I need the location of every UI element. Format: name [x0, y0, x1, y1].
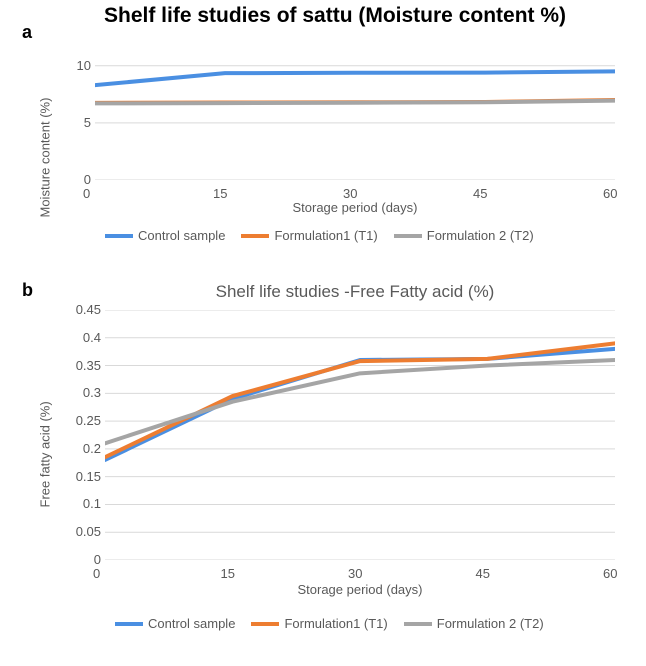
- legend-swatch: [404, 622, 432, 626]
- y-tick-label: 5: [84, 115, 91, 130]
- y-axis-label-a: Moisture content (%): [38, 78, 53, 218]
- legend-label: Formulation1 (T1): [284, 616, 387, 631]
- y-tick-label: 0.15: [76, 469, 101, 484]
- x-tick-label: 15: [221, 566, 235, 581]
- legend-swatch: [115, 622, 143, 626]
- legend-b: Control sample Formulation1 (T1) Formulati…: [115, 616, 544, 631]
- x-tick-label: 60: [603, 566, 617, 581]
- legend-item: Control sample: [115, 616, 235, 631]
- y-tick-label: 0: [94, 552, 101, 567]
- y-tick-label: 0.45: [76, 302, 101, 317]
- chart-b-svg: [105, 310, 615, 560]
- legend-swatch: [105, 234, 133, 238]
- chart-a: [95, 60, 615, 180]
- legend-item: Control sample: [105, 228, 225, 243]
- y-tick-label: 0.05: [76, 524, 101, 539]
- x-tick-label: 0: [93, 566, 100, 581]
- y-tick-label: 0: [84, 172, 91, 187]
- x-tick-label: 15: [213, 186, 227, 201]
- legend-item: Formulation1 (T1): [241, 228, 377, 243]
- x-tick-label: 30: [348, 566, 362, 581]
- legend-label: Formulation1 (T1): [274, 228, 377, 243]
- legend-label: Control sample: [138, 228, 225, 243]
- legend-item: Formulation 2 (T2): [404, 616, 544, 631]
- y-tick-label: 0.2: [83, 441, 101, 456]
- x-tick-label: 45: [473, 186, 487, 201]
- legend-label: Control sample: [148, 616, 235, 631]
- y-tick-label: 0.3: [83, 385, 101, 400]
- panel-label-b: b: [22, 280, 33, 301]
- legend-a: Control sample Formulation1 (T1) Formulati…: [105, 228, 534, 243]
- x-axis-label-a: Storage period (days): [95, 200, 615, 215]
- figure-container: Shelf life studies of sattu (Moisture co…: [0, 0, 646, 666]
- main-title: Shelf life studies of sattu (Moisture co…: [100, 4, 570, 28]
- y-tick-label: 10: [77, 58, 91, 73]
- x-axis-label-b: Storage period (days): [105, 582, 615, 597]
- panel-label-a: a: [22, 22, 32, 43]
- chart-b: [105, 310, 615, 560]
- y-tick-label: 0.25: [76, 413, 101, 428]
- x-tick-label: 45: [476, 566, 490, 581]
- legend-label: Formulation 2 (T2): [427, 228, 534, 243]
- y-axis-label-b: Free fatty acid (%): [38, 368, 53, 508]
- x-tick-label: 30: [343, 186, 357, 201]
- x-tick-label: 0: [83, 186, 90, 201]
- legend-label: Formulation 2 (T2): [437, 616, 544, 631]
- y-tick-label: 0.1: [83, 496, 101, 511]
- legend-item: Formulation 2 (T2): [394, 228, 534, 243]
- sub-title-b: Shelf life studies -Free Fatty acid (%): [120, 282, 590, 302]
- legend-swatch: [251, 622, 279, 626]
- y-tick-label: 0.35: [76, 358, 101, 373]
- legend-swatch: [394, 234, 422, 238]
- legend-item: Formulation1 (T1): [251, 616, 387, 631]
- y-tick-label: 0.4: [83, 330, 101, 345]
- x-tick-label: 60: [603, 186, 617, 201]
- legend-swatch: [241, 234, 269, 238]
- chart-a-svg: [95, 60, 615, 180]
